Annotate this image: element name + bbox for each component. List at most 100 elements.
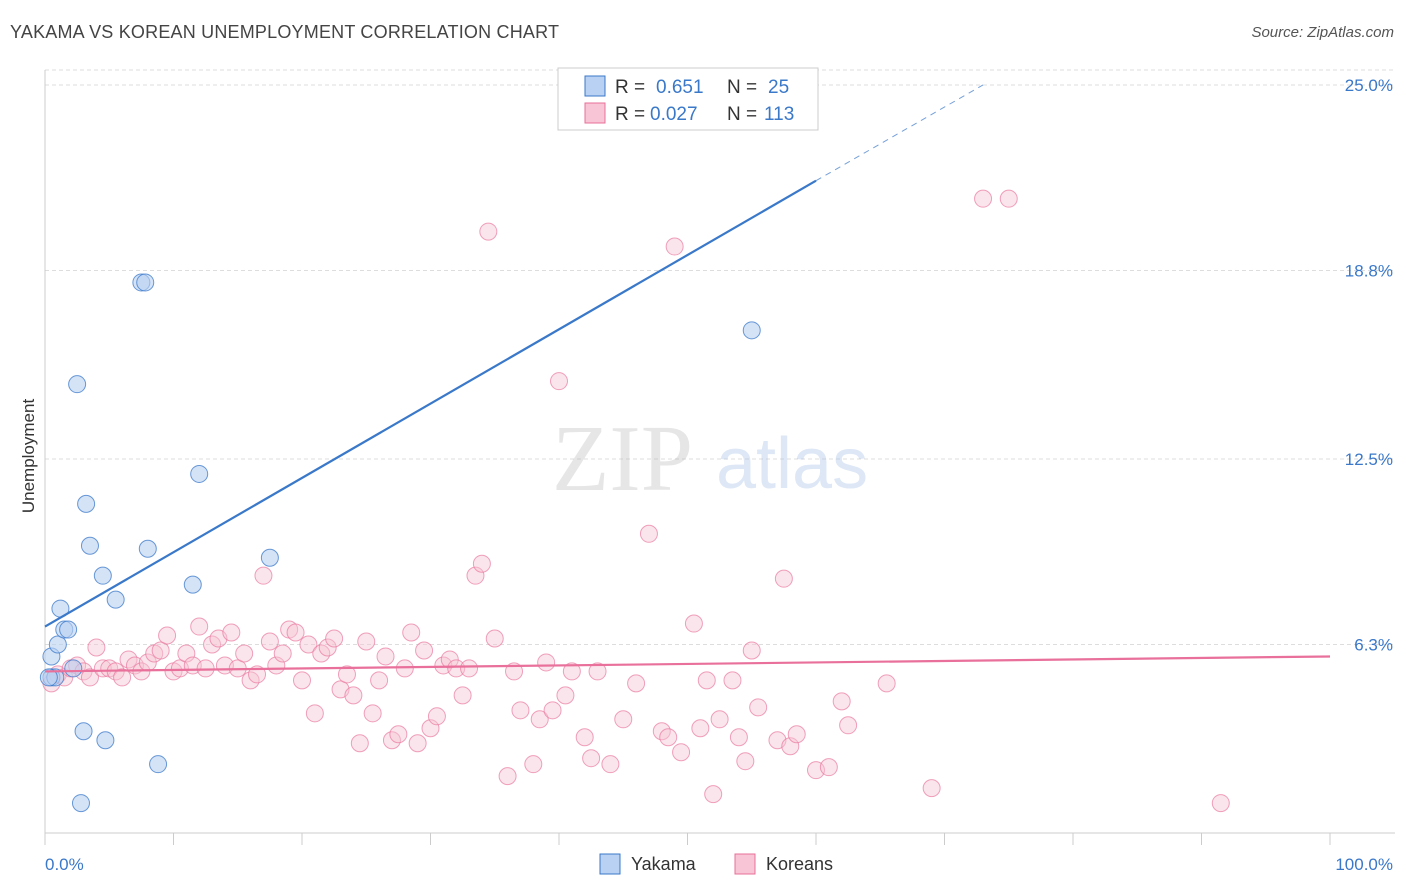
korean-point (440, 650, 459, 669)
koreans-trend-line (44, 655, 1331, 673)
yakama-point (190, 464, 209, 483)
legend-r-label-1: R = (615, 77, 645, 98)
korean-point (729, 728, 748, 747)
yakama-point (138, 539, 157, 558)
legend-n-value-1: 25 (768, 77, 789, 98)
legend-swatch-koreans (584, 102, 606, 124)
korean-point (87, 638, 106, 657)
korean-point (337, 665, 356, 684)
bottom-legend-koreans: Koreans (766, 854, 833, 874)
korean-point (505, 662, 524, 681)
korean-point (665, 237, 684, 256)
korean-point (485, 629, 504, 648)
korean-point (1211, 794, 1230, 813)
legend-r-value-1: 0.651 (656, 77, 704, 98)
korean-point (511, 701, 530, 720)
bottom-legend-yakama: Yakama (631, 854, 697, 874)
korean-point (575, 728, 594, 747)
korean-point (158, 626, 177, 645)
korean-point (839, 716, 858, 735)
korean-point (415, 641, 434, 660)
korean-point (293, 671, 311, 690)
korean-point (402, 623, 421, 642)
korean-point (787, 725, 806, 744)
legend-r-label-2: R = (615, 104, 645, 125)
y-tick-label: 18.8% (1345, 261, 1393, 280)
watermark-atlas: atlas (716, 424, 868, 504)
yakama-point (80, 536, 99, 555)
yakama-point (149, 755, 168, 774)
y-tick-label: 25.0% (1345, 76, 1393, 95)
series-legend: Yakama Koreans (599, 853, 833, 875)
bottom-legend-swatch-koreans (734, 853, 756, 875)
legend-n-value-2: 113 (764, 104, 794, 125)
korean-point (742, 641, 761, 660)
yakama-point (96, 731, 115, 750)
korean-point (350, 734, 369, 753)
yakama-point (183, 575, 202, 594)
korean-point (453, 686, 472, 705)
korean-point (601, 755, 620, 774)
korean-point (588, 662, 607, 681)
korean-point (582, 749, 601, 768)
korean-point (774, 569, 793, 588)
yakama-point (71, 794, 90, 813)
korean-point (550, 372, 568, 391)
korean-point (832, 692, 851, 711)
korean-point (537, 653, 556, 672)
yakama-point (93, 566, 112, 585)
korean-point (819, 758, 838, 777)
legend-r-value-2: 0.027 (650, 104, 698, 125)
korean-point (363, 704, 382, 723)
korean-point (672, 743, 691, 762)
korean-point (543, 701, 562, 720)
korean-point (447, 659, 466, 678)
x-tick-label-max: 100.0% (1335, 855, 1393, 874)
korean-point (389, 725, 408, 744)
korean-point (299, 635, 318, 654)
source-label: Source: ZipAtlas.com (1251, 24, 1394, 41)
korean-point (305, 704, 324, 723)
yakama-point (74, 722, 93, 741)
korean-point (524, 755, 543, 774)
yakama-point (59, 620, 78, 639)
korean-point (736, 752, 755, 771)
grid-lines (45, 69, 1395, 645)
korean-point (498, 767, 517, 786)
y-axis-label: Unemployment (19, 399, 38, 514)
axes (44, 70, 1395, 845)
yakama-point (742, 321, 761, 340)
korean-point (974, 189, 993, 208)
korean-point (80, 668, 99, 687)
korean-point (922, 779, 941, 798)
yakama-point (39, 668, 58, 687)
trend-lines (44, 84, 1331, 673)
korean-point (710, 710, 729, 729)
korean-point (530, 710, 549, 729)
yakama-point (77, 494, 96, 513)
korean-point (472, 554, 491, 573)
legend-swatch-yakama (584, 75, 606, 97)
korean-point (395, 659, 414, 678)
korean-point (749, 698, 768, 717)
korean-point (151, 641, 170, 660)
yakama-point (136, 273, 155, 292)
korean-point (248, 665, 267, 684)
korean-point (421, 719, 440, 738)
correlation-legend: R = 0.651 N = 25 R = 0.027 N = 113 (557, 67, 819, 131)
korean-point (177, 644, 196, 663)
yakama-point (106, 590, 125, 609)
korean-point (357, 632, 376, 651)
korean-point (877, 674, 896, 693)
korean-point (254, 566, 273, 585)
yakama-point (64, 659, 83, 678)
korean-point (325, 629, 344, 648)
korean-point (286, 623, 305, 642)
yakama-point (68, 375, 87, 394)
korean-point (466, 566, 485, 585)
korean-point (235, 644, 254, 663)
yakama-points (39, 273, 761, 813)
korean-point (273, 644, 292, 663)
korean-point (408, 734, 427, 753)
yakama-point (260, 548, 279, 567)
